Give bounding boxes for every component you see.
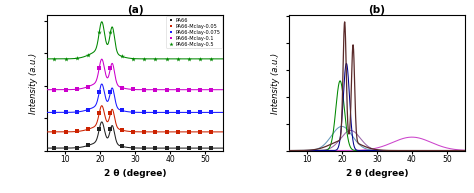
PA66-Mclay-0.5 (108, 31, 113, 34)
PA66-Mclay-0.075 (96, 91, 102, 93)
PA66-Mclay-0.075 (197, 111, 203, 113)
PA66-Mclay-0.05 (153, 131, 158, 133)
PA66-Mclay-0.1 (209, 89, 214, 91)
PA66-Mclay-0.05 (96, 112, 102, 114)
PA66-Mclay-0.5 (119, 55, 125, 58)
Title: (a): (a) (127, 5, 143, 15)
PA66-Mclay-0.5 (153, 58, 158, 60)
PA66-Mclay-0.5 (175, 58, 181, 60)
PA66-Mclay-0.05 (209, 131, 214, 133)
PA66-Mclay-0.05 (52, 131, 57, 133)
PA66-Mclay-0.075 (153, 111, 158, 113)
X-axis label: 2 θ (degree): 2 θ (degree) (104, 169, 166, 178)
PA66-Mclay-0.5 (63, 58, 68, 60)
PA66-Mclay-0.075 (85, 108, 91, 111)
PA66-Mclay-0.075 (52, 111, 57, 113)
PA66-Mclay-0.5 (197, 58, 203, 60)
Line: PA66: PA66 (53, 128, 213, 150)
PA66 (52, 147, 57, 149)
PA66-Mclay-0.5 (164, 58, 169, 60)
PA66-Mclay-0.5 (209, 58, 214, 60)
Y-axis label: Intensity (a.u.): Intensity (a.u.) (29, 52, 37, 113)
PA66-Mclay-0.05 (85, 128, 91, 130)
PA66-Mclay-0.05 (63, 131, 68, 133)
PA66-Mclay-0.05 (108, 112, 113, 114)
PA66 (130, 147, 136, 149)
PA66 (175, 147, 181, 149)
PA66-Mclay-0.1 (164, 89, 169, 91)
PA66-Mclay-0.5 (186, 58, 192, 60)
PA66-Mclay-0.05 (119, 129, 125, 131)
Line: PA66-Mclay-0.5: PA66-Mclay-0.5 (52, 30, 214, 61)
PA66-Mclay-0.1 (186, 89, 192, 91)
PA66-Mclay-0.075 (63, 111, 68, 113)
PA66-Mclay-0.075 (209, 111, 214, 113)
PA66 (119, 145, 125, 147)
PA66 (108, 128, 113, 130)
PA66-Mclay-0.05 (197, 131, 203, 133)
PA66-Mclay-0.1 (74, 88, 80, 90)
PA66 (164, 147, 169, 149)
PA66-Mclay-0.5 (52, 58, 57, 60)
PA66-Mclay-0.1 (108, 67, 113, 69)
PA66-Mclay-0.1 (197, 89, 203, 91)
PA66-Mclay-0.075 (186, 111, 192, 113)
PA66-Mclay-0.05 (175, 131, 181, 133)
PA66 (153, 147, 158, 149)
Legend: PA66, PA66-Mclay-0.05, PA66-Mclay-0.075, PA66-Mclay-0.1, PA66-Mclay-0.5: PA66, PA66-Mclay-0.05, PA66-Mclay-0.075,… (166, 16, 222, 48)
PA66-Mclay-0.1 (119, 86, 125, 89)
Line: PA66-Mclay-0.1: PA66-Mclay-0.1 (53, 66, 213, 91)
PA66 (96, 128, 102, 130)
PA66 (74, 146, 80, 149)
Line: PA66-Mclay-0.05: PA66-Mclay-0.05 (53, 111, 213, 133)
PA66-Mclay-0.1 (141, 89, 147, 91)
Title: (b): (b) (368, 5, 385, 15)
Line: PA66-Mclay-0.075: PA66-Mclay-0.075 (53, 90, 213, 114)
PA66-Mclay-0.075 (130, 111, 136, 113)
PA66-Mclay-0.1 (175, 89, 181, 91)
PA66-Mclay-0.5 (74, 57, 80, 59)
PA66-Mclay-0.5 (96, 31, 102, 33)
PA66-Mclay-0.075 (175, 111, 181, 113)
PA66-Mclay-0.1 (96, 66, 102, 69)
PA66-Mclay-0.075 (108, 91, 113, 93)
PA66 (197, 147, 203, 149)
PA66-Mclay-0.5 (130, 57, 136, 60)
PA66-Mclay-0.075 (164, 111, 169, 113)
PA66-Mclay-0.075 (74, 111, 80, 113)
PA66 (141, 147, 147, 149)
Y-axis label: Intensity (a.u.): Intensity (a.u.) (271, 52, 280, 113)
PA66 (186, 147, 192, 149)
PA66-Mclay-0.05 (164, 131, 169, 133)
PA66-Mclay-0.1 (63, 89, 68, 91)
PA66 (85, 144, 91, 147)
PA66-Mclay-0.075 (141, 111, 147, 113)
PA66 (63, 147, 68, 149)
PA66-Mclay-0.05 (141, 131, 147, 133)
PA66-Mclay-0.1 (52, 89, 57, 91)
X-axis label: 2 θ (degree): 2 θ (degree) (346, 169, 408, 178)
PA66 (209, 147, 214, 149)
PA66-Mclay-0.05 (130, 130, 136, 133)
PA66-Mclay-0.1 (130, 88, 136, 91)
PA66-Mclay-0.5 (85, 54, 91, 56)
PA66-Mclay-0.05 (74, 130, 80, 133)
PA66-Mclay-0.1 (153, 89, 158, 91)
PA66-Mclay-0.075 (119, 109, 125, 112)
PA66-Mclay-0.5 (141, 58, 147, 60)
PA66-Mclay-0.1 (85, 85, 91, 88)
PA66-Mclay-0.05 (186, 131, 192, 133)
